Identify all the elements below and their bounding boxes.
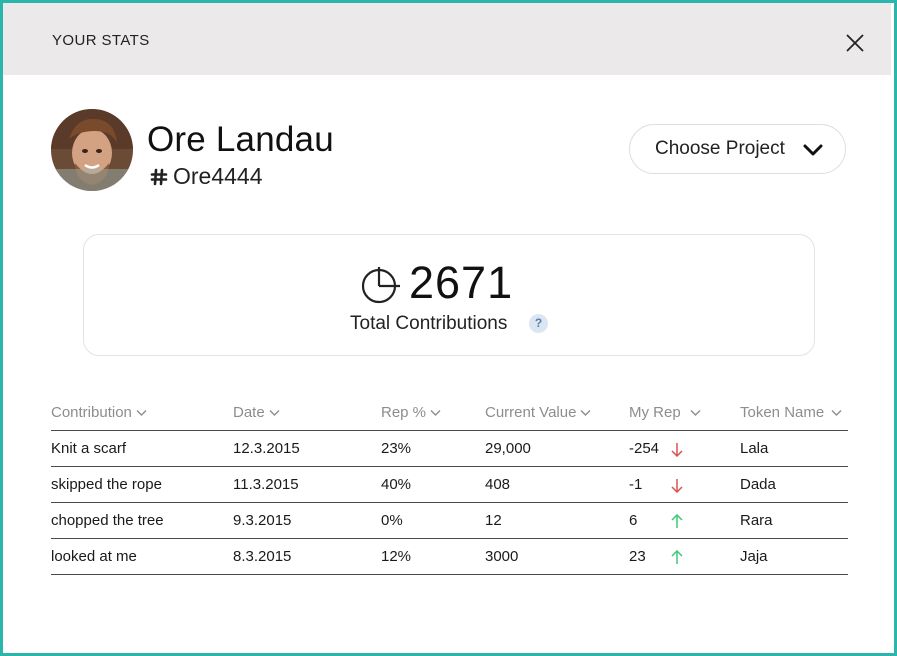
cell-contribution: looked at me [51,538,233,575]
cell-rep-pct: 23% [381,430,485,467]
chevron-down-icon [136,410,147,417]
table-row[interactable]: skipped the rope 11.3.2015 40% 408 -1 Dada [51,466,848,503]
column-header-contribution[interactable]: Contribution [51,395,233,431]
cell-current-value: 408 [485,466,629,503]
close-icon [846,34,864,52]
table-row[interactable]: chopped the tree 9.3.2015 0% 12 6 Rara [51,502,848,539]
choose-project-dropdown[interactable]: Choose Project [629,124,846,174]
chevron-down-icon [580,410,591,417]
cell-rep-pct: 40% [381,466,485,503]
cell-my-rep: -1 [629,466,740,503]
column-header-current-value[interactable]: Current Value [485,395,629,431]
total-contributions-card: 2671 Total Contributions ? [83,234,815,356]
user-handle: Ore4444 [150,163,263,190]
cell-current-value: 12 [485,502,629,539]
cell-token: Rara [740,502,848,539]
total-contributions-label: Total Contributions [350,313,508,334]
cell-date: 9.3.2015 [233,502,381,539]
chevron-down-icon [803,144,823,156]
cell-token: Jaja [740,538,848,575]
cell-current-value: 3000 [485,538,629,575]
cell-my-rep: -254 [629,430,740,467]
column-header-date[interactable]: Date [233,395,381,431]
my-rep-value: -1 [629,476,643,493]
arrow-down-icon [671,478,683,493]
chevron-down-icon [690,410,701,417]
dialog-title: YOUR STATS [52,32,150,49]
table-header-row: Contribution Date Rep % Current Value My… [51,395,848,431]
cell-my-rep: 23 [629,538,740,575]
column-header-my-rep[interactable]: My Rep [629,395,740,431]
cell-my-rep: 6 [629,502,740,539]
cell-token: Dada [740,466,848,503]
arrow-down-icon [671,442,683,457]
table-row[interactable]: looked at me 8.3.2015 12% 3000 23 Jaja [51,538,848,575]
clock-icon [361,267,400,304]
column-header-rep-pct[interactable]: Rep % [381,395,485,431]
avatar [51,109,133,191]
column-header-token-name[interactable]: Token Name [740,395,848,431]
my-rep-value: 6 [629,512,638,529]
cell-contribution: Knit a scarf [51,430,233,467]
chevron-down-icon [430,410,441,417]
cell-contribution: skipped the rope [51,466,233,503]
choose-project-label: Choose Project [655,138,785,159]
arrow-up-icon [671,513,683,528]
cell-current-value: 29,000 [485,430,629,467]
user-handle-text: Ore4444 [173,163,263,189]
help-icon[interactable]: ? [529,314,548,333]
my-rep-value: 23 [629,548,646,565]
dialog-header: YOUR STATS [3,3,891,75]
chevron-down-icon [831,410,842,417]
cell-rep-pct: 0% [381,502,485,539]
total-contributions-value: 2671 [409,257,514,308]
chevron-down-icon [269,410,280,417]
hash-icon [150,168,168,185]
cell-token: Lala [740,430,848,467]
cell-date: 8.3.2015 [233,538,381,575]
my-rep-value: -254 [629,440,660,457]
cell-rep-pct: 12% [381,538,485,575]
table-row[interactable]: Knit a scarf 12.3.2015 23% 29,000 -254 Lala [51,430,848,467]
cell-date: 11.3.2015 [233,466,381,503]
arrow-up-icon [671,549,683,564]
close-button[interactable] [841,29,869,57]
cell-contribution: chopped the tree [51,502,233,539]
contributions-table: Contribution Date Rep % Current Value My… [51,395,848,575]
cell-date: 12.3.2015 [233,430,381,467]
user-name: Ore Landau [147,120,334,159]
